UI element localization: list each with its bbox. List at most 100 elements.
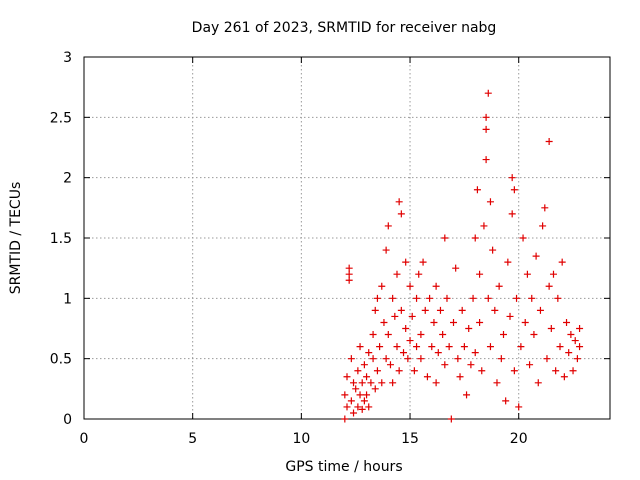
- data-point: [386, 361, 394, 369]
- data-point: [471, 349, 479, 357]
- data-point: [456, 373, 464, 381]
- data-point: [378, 282, 386, 290]
- data-point: [508, 174, 516, 182]
- chart-title: Day 261 of 2023, SRMTID for receiver nab…: [192, 20, 497, 36]
- data-point: [345, 270, 353, 278]
- data-point: [354, 367, 362, 375]
- data-point: [380, 318, 388, 326]
- data-point: [373, 367, 381, 375]
- data-point: [443, 294, 451, 302]
- y-tick-label: 1.5: [50, 231, 72, 247]
- data-point: [352, 385, 360, 393]
- data-point: [495, 282, 503, 290]
- data-point: [406, 337, 414, 345]
- data-point: [541, 204, 549, 212]
- data-point: [441, 361, 449, 369]
- data-point: [360, 361, 368, 369]
- data-point: [397, 306, 405, 314]
- data-point: [369, 355, 377, 363]
- data-point: [467, 361, 475, 369]
- data-point: [428, 343, 436, 351]
- data-point: [410, 367, 418, 375]
- data-point: [450, 318, 458, 326]
- data-point: [563, 318, 571, 326]
- data-point: [484, 89, 492, 97]
- data-point: [350, 379, 358, 387]
- data-point: [482, 156, 490, 164]
- data-point: [489, 246, 497, 254]
- data-point: [417, 355, 425, 363]
- data-point: [486, 198, 494, 206]
- data-point: [476, 318, 484, 326]
- data-point: [510, 186, 518, 194]
- data-point: [406, 282, 414, 290]
- data-point: [534, 379, 542, 387]
- data-point: [532, 252, 540, 260]
- data-point: [476, 270, 484, 278]
- axis-ticks: 0 5 10 15 20 0 0.5 1 1.5 2 2.5 3: [50, 50, 610, 447]
- data-point: [415, 270, 423, 278]
- data-point: [343, 403, 351, 411]
- data-point: [432, 282, 440, 290]
- data-point: [530, 331, 538, 339]
- data-point: [413, 343, 421, 351]
- data-point: [345, 276, 353, 284]
- data-point: [486, 343, 494, 351]
- data-point: [358, 405, 366, 413]
- data-point: [478, 367, 486, 375]
- data-point: [519, 234, 527, 242]
- data-point: [576, 343, 584, 351]
- data-point: [447, 415, 455, 423]
- data-point: [356, 343, 364, 351]
- data-point: [384, 222, 392, 230]
- data-point: [480, 222, 488, 230]
- data-point: [571, 337, 579, 345]
- data-point: [515, 403, 523, 411]
- data-point: [371, 385, 379, 393]
- data-point: [482, 113, 490, 121]
- data-point: [434, 349, 442, 357]
- data-point: [549, 270, 557, 278]
- data-point: [506, 312, 514, 320]
- data-point: [404, 355, 412, 363]
- x-tick-label: 0: [80, 431, 89, 447]
- data-point: [391, 312, 399, 320]
- data-point: [389, 379, 397, 387]
- y-tick-label: 2: [63, 171, 72, 187]
- y-tick-label: 3: [63, 50, 72, 66]
- data-point: [365, 349, 373, 357]
- x-axis-label: GPS time / hours: [285, 459, 402, 475]
- data-point: [360, 397, 368, 405]
- data-point: [347, 397, 355, 405]
- data-point: [378, 379, 386, 387]
- data-point: [358, 379, 366, 387]
- x-tick-label: 10: [292, 431, 310, 447]
- data-point: [439, 331, 447, 339]
- data-point: [497, 355, 505, 363]
- data-point: [413, 294, 421, 302]
- data-point: [441, 234, 449, 242]
- data-point: [393, 270, 401, 278]
- data-point: [484, 294, 492, 302]
- data-point: [473, 186, 481, 194]
- data-point: [556, 343, 564, 351]
- data-point: [350, 409, 358, 417]
- data-point: [465, 325, 473, 332]
- data-point: [432, 379, 440, 387]
- data-point: [419, 258, 427, 266]
- data-point: [567, 331, 575, 339]
- data-point: [382, 246, 390, 254]
- data-point: [402, 325, 410, 332]
- data-point: [539, 222, 547, 230]
- data-point: [499, 331, 507, 339]
- data-point: [576, 325, 584, 332]
- data-point: [421, 306, 429, 314]
- y-tick-label: 2.5: [50, 110, 72, 126]
- data-point: [400, 349, 408, 357]
- x-tick-label: 15: [401, 431, 419, 447]
- data-point: [356, 391, 364, 399]
- y-tick-label: 0.5: [50, 352, 72, 368]
- data-point: [343, 373, 351, 381]
- data-point: [341, 391, 349, 399]
- data-point: [482, 125, 490, 133]
